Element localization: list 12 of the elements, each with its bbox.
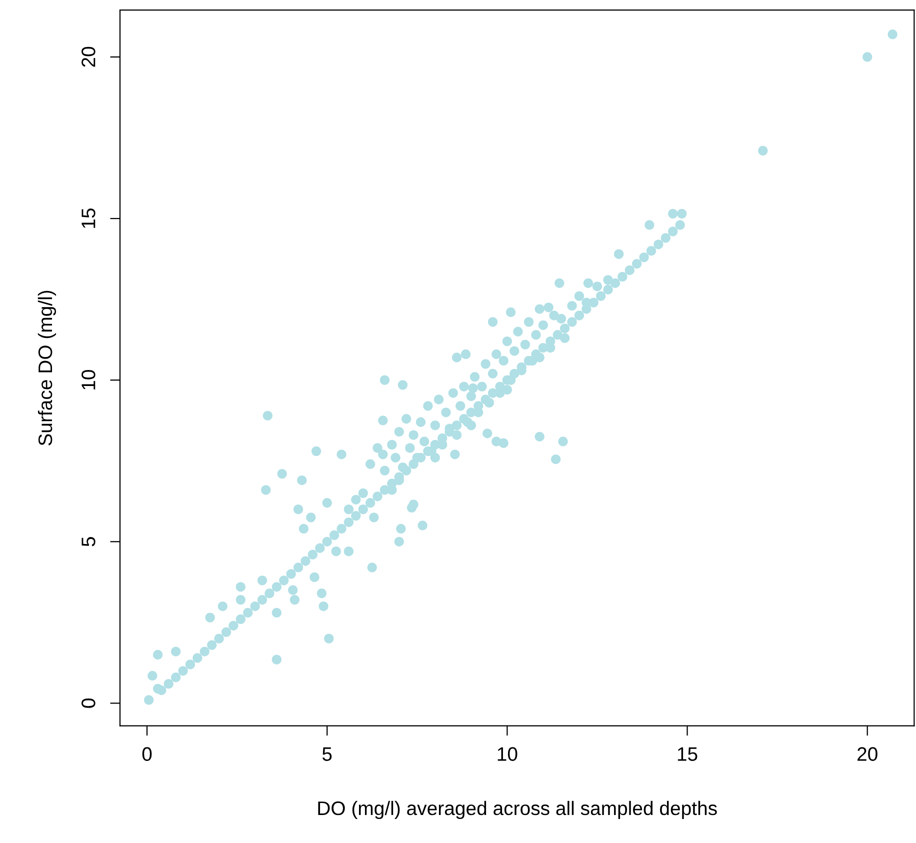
x-tick-label: 20 (858, 747, 878, 761)
x-tick-label: 5 (322, 747, 332, 761)
x-tick-label: 15 (678, 747, 698, 761)
y-tick-label: 0 (82, 698, 96, 708)
y-tick-label: 15 (82, 208, 96, 228)
y-tick-label: 20 (82, 46, 96, 67)
x-tick-label: 0 (142, 747, 152, 761)
x-tick-label: 10 (498, 747, 518, 761)
y-axis-title: Surface DO (mg/l) (38, 290, 56, 446)
y-tick-label: 5 (82, 537, 96, 546)
y-tick-label: 10 (82, 370, 96, 390)
x-axis-title: DO (mg/l) averaged across all sampled depths (318, 800, 717, 820)
